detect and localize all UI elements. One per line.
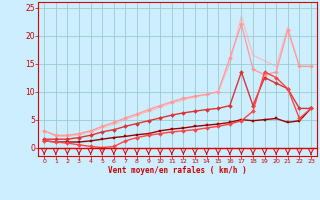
X-axis label: Vent moyen/en rafales ( km/h ): Vent moyen/en rafales ( km/h ) [108,166,247,175]
